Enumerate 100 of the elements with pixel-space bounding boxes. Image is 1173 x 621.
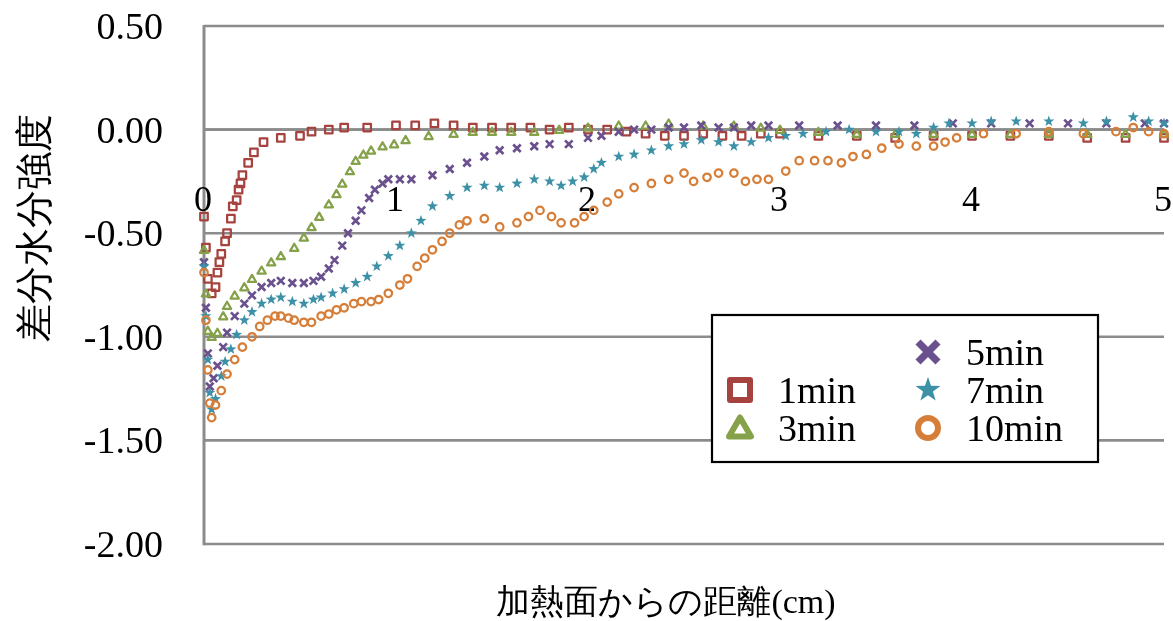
x-tick-label: 5 [1154,178,1172,219]
point [275,133,286,143]
point [553,124,565,134]
point [206,331,217,342]
point [246,273,258,284]
point [217,311,229,321]
point [813,126,824,136]
point [210,282,221,292]
point [212,327,223,337]
point [755,128,766,139]
point [410,120,421,131]
point [640,128,651,139]
point [226,213,236,224]
point [256,265,267,275]
point [467,122,478,133]
point [448,120,459,131]
point [448,128,459,139]
point [202,325,214,335]
point [323,199,335,209]
point [388,139,400,149]
point [221,300,233,311]
point [339,122,350,133]
point [1120,128,1131,139]
point [429,118,440,129]
y-tick-label: -1.50 [83,419,163,462]
y-tick-label: -1.00 [83,315,163,358]
point [336,178,348,188]
point [350,155,361,165]
point [323,124,334,135]
point [233,184,244,195]
point [216,249,227,259]
point [505,126,517,136]
point [659,130,670,141]
point [423,130,434,141]
point [663,118,674,128]
y-tick-label: 0.00 [96,108,163,151]
x-tick-label: 0 [194,178,212,219]
point [563,122,574,133]
point [679,130,689,141]
point [506,122,517,133]
y-axis-title: 差分水分強度 [13,114,55,342]
point [258,137,269,147]
point [774,124,786,134]
point [220,236,230,247]
point [365,145,377,155]
point [265,257,277,267]
point [288,242,300,253]
point [235,178,246,189]
point [889,128,901,139]
point [1081,128,1093,139]
point [1120,133,1131,143]
point [391,120,401,131]
y-tick-label: -0.50 [83,212,163,255]
point [202,273,213,284]
point [362,122,373,133]
point [239,282,250,292]
x-tick-label: 3 [770,178,788,219]
point [249,147,259,158]
point [313,211,325,221]
point [222,228,232,239]
point [377,141,388,151]
point [486,126,498,136]
point [344,165,356,176]
y-tick-label: 0.50 [96,5,163,47]
x-tick-label: 4 [962,178,980,219]
point [306,126,317,137]
point [212,267,223,278]
point [400,134,411,145]
point [298,232,310,242]
point [1082,133,1093,143]
point [698,128,709,139]
point [237,170,248,181]
point [229,290,240,300]
point [755,122,767,132]
point [306,221,317,232]
x-tick-label: 2 [578,178,596,219]
point [775,128,785,139]
point [736,130,747,141]
point [214,257,225,268]
point [331,188,342,199]
point [467,126,479,136]
x-tick-label: 1 [386,178,404,219]
x-axis-title: 加熱面からの距離(cm) [496,583,836,621]
point [227,201,238,212]
point [487,122,497,133]
point [613,120,624,130]
point [200,288,212,298]
point [275,250,287,261]
point [602,124,613,135]
point [544,124,555,135]
point [525,122,536,133]
y-tick-label: -2.00 [83,523,163,565]
point [717,130,728,141]
point [199,211,209,222]
point [206,288,217,299]
point [813,130,824,141]
point [295,130,305,141]
point [640,120,651,130]
point [621,126,632,137]
point [890,133,901,143]
